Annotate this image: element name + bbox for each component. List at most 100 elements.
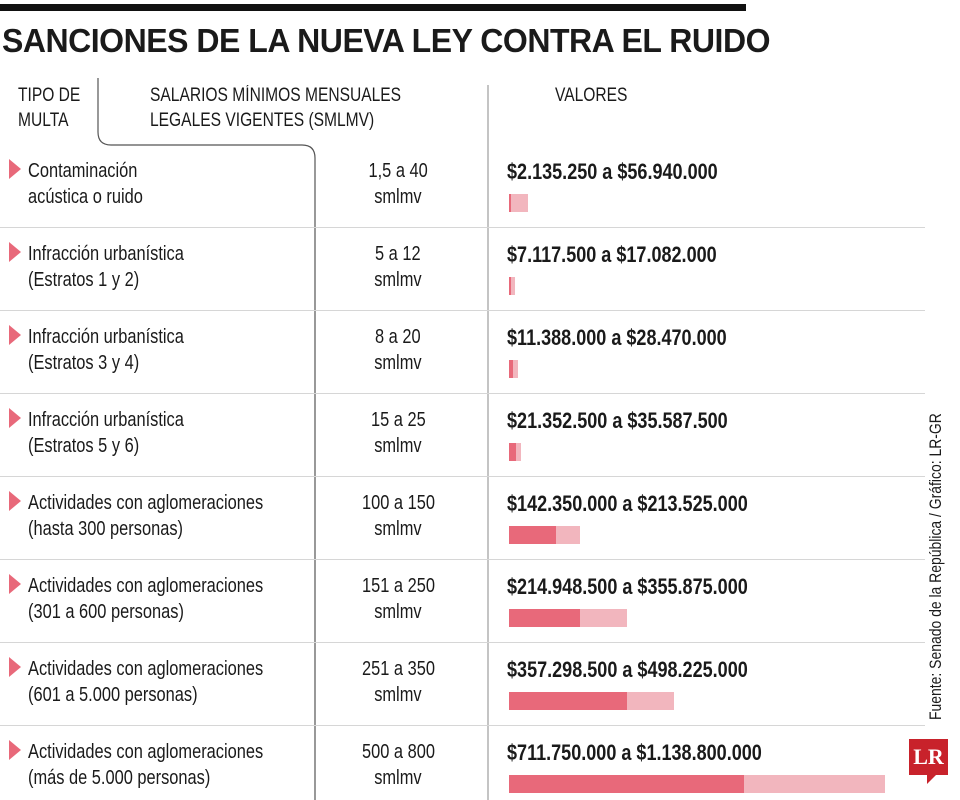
bar-max xyxy=(509,194,528,212)
row-smlmv-unit: smlmv xyxy=(374,352,422,374)
row-valores: $711.750.000 a $1.138.800.000 xyxy=(507,740,762,765)
row-tipo: Actividades con aglomeraciones (más de 5.… xyxy=(28,739,315,791)
table-row: Actividades con aglomeraciones (601 a 5.0… xyxy=(0,643,925,726)
row-tipo-line1: Actividades con aglomeraciones xyxy=(28,658,264,680)
row-tipo: Infracción urbanística (Estratos 1 y 2) xyxy=(28,241,218,293)
row-smlmv: 8 a 20 smlmv xyxy=(338,324,458,376)
table-row: Actividades con aglomeraciones (más de 5.… xyxy=(0,726,925,800)
row-smlmv-range: 251 a 350 xyxy=(361,658,435,680)
row-smlmv-range: 1,5 a 40 xyxy=(368,160,428,182)
row-valores: $21.352.500 a $35.587.500 xyxy=(507,408,728,433)
row-smlmv-range: 8 a 20 xyxy=(375,326,421,348)
row-tipo: Actividades con aglomeraciones (601 a 5.0… xyxy=(28,656,315,708)
bar-min xyxy=(509,360,513,378)
row-smlmv-unit: smlmv xyxy=(374,269,422,291)
row-smlmv-unit: smlmv xyxy=(374,518,422,540)
row-bullet-icon xyxy=(9,740,21,760)
top-rule xyxy=(0,4,746,11)
row-bullet-icon xyxy=(9,491,21,511)
row-tipo: Infracción urbanística (Estratos 5 y 6) xyxy=(28,407,218,459)
row-valores: $214.948.500 a $355.875.000 xyxy=(507,574,748,599)
row-valores: $11.388.000 a $28.470.000 xyxy=(507,325,727,350)
bar-min xyxy=(509,775,744,793)
row-smlmv: 500 a 800 smlmv xyxy=(338,739,458,791)
header-smlmv-line2: LEGALES VIGENTES (SMLMV) xyxy=(150,110,375,131)
row-smlmv-range: 5 a 12 xyxy=(375,243,421,265)
table-row: Infracción urbanística (Estratos 3 y 4) 8 … xyxy=(0,311,925,394)
row-smlmv: 100 a 150 smlmv xyxy=(338,490,458,542)
page-title: SANCIONES DE LA NUEVA LEY CONTRA EL RUID… xyxy=(2,22,770,59)
table-row: Infracción urbanística (Estratos 1 y 2) 5 … xyxy=(0,228,925,311)
row-smlmv-range: 151 a 250 xyxy=(361,575,435,597)
table-row: Actividades con aglomeraciones (hasta 300… xyxy=(0,477,925,560)
row-tipo-line1: Contaminación xyxy=(28,160,138,182)
row-tipo: Contaminación acústica o ruido xyxy=(28,158,168,210)
row-valores: $357.298.500 a $498.225.000 xyxy=(507,657,748,682)
row-smlmv-range: 15 a 25 xyxy=(370,409,426,431)
row-valores: $142.350.000 a $213.525.000 xyxy=(507,491,748,516)
row-valores: $2.135.250 a $56.940.000 xyxy=(507,159,718,184)
logo-text: LR xyxy=(913,744,944,769)
row-bullet-icon xyxy=(9,159,21,179)
table-row: Contaminación acústica o ruido 1,5 a 40 sml… xyxy=(0,145,925,228)
table-row: Actividades con aglomeraciones (301 a 600… xyxy=(0,560,925,643)
row-smlmv: 15 a 25 smlmv xyxy=(338,407,458,459)
row-smlmv-unit: smlmv xyxy=(374,435,422,457)
bar-min xyxy=(509,692,627,710)
row-separator xyxy=(0,393,925,394)
row-smlmv: 251 a 350 smlmv xyxy=(338,656,458,708)
row-bullet-icon xyxy=(9,574,21,594)
row-smlmv-unit: smlmv xyxy=(374,684,422,706)
row-tipo-line1: Actividades con aglomeraciones xyxy=(28,492,264,514)
row-separator xyxy=(0,725,925,726)
header-tipo-line1: TIPO DE xyxy=(18,85,81,106)
row-smlmv-range: 500 a 800 xyxy=(361,741,435,763)
row-tipo-line1: Actividades con aglomeraciones xyxy=(28,741,264,763)
header-valores: VALORES xyxy=(555,85,628,106)
bar-min xyxy=(509,443,517,461)
row-tipo-line1: Infracción urbanística xyxy=(28,326,184,348)
row-bullet-icon xyxy=(9,657,21,677)
row-smlmv-unit: smlmv xyxy=(374,601,422,623)
bar-min xyxy=(509,609,580,627)
row-tipo-line1: Actividades con aglomeraciones xyxy=(28,575,264,597)
row-tipo-line2: (más de 5.000 personas) xyxy=(28,767,211,789)
header-tipo-line2: MULTA xyxy=(18,110,69,131)
row-smlmv: 1,5 a 40 smlmv xyxy=(338,158,458,210)
row-separator xyxy=(0,227,925,228)
row-separator xyxy=(0,476,925,477)
bar-max xyxy=(509,277,515,295)
row-bullet-icon xyxy=(9,408,21,428)
bar-max xyxy=(509,360,519,378)
bar-min xyxy=(509,194,511,212)
row-tipo-line2: (301 a 600 personas) xyxy=(28,601,184,623)
row-tipo-line2: (601 a 5.000 personas) xyxy=(28,684,198,706)
header-smlmv-line1: SALARIOS MÍNIMOS MENSUALES xyxy=(150,85,402,106)
source-text: Fuente: Senado de la República / Gráfico… xyxy=(926,413,945,720)
row-tipo-line1: Infracción urbanística xyxy=(28,243,184,265)
row-tipo-line2: acústica o ruido xyxy=(28,186,143,208)
row-bullet-icon xyxy=(9,325,21,345)
source-note: Fuente: Senado de la República / Gráfico… xyxy=(926,346,946,720)
row-tipo-line2: (Estratos 1 y 2) xyxy=(28,269,140,291)
row-tipo-line1: Infracción urbanística xyxy=(28,409,184,431)
row-tipo-line2: (Estratos 3 y 4) xyxy=(28,352,140,374)
row-smlmv-unit: smlmv xyxy=(374,186,422,208)
divider-curve xyxy=(97,78,316,800)
row-smlmv-range: 100 a 150 xyxy=(361,492,435,514)
row-smlmv-unit: smlmv xyxy=(374,767,422,789)
bar-min xyxy=(509,526,556,544)
lr-logo: LR xyxy=(909,739,948,784)
header-tipo: TIPO DE MULTA xyxy=(18,83,80,133)
row-valores: $7.117.500 a $17.082.000 xyxy=(507,242,717,267)
row-separator xyxy=(0,642,925,643)
row-tipo-line2: (Estratos 5 y 6) xyxy=(28,435,140,457)
row-smlmv: 5 a 12 smlmv xyxy=(338,241,458,293)
header-smlmv: SALARIOS MÍNIMOS MENSUALES LEGALES VIGEN… xyxy=(150,83,401,133)
row-bullet-icon xyxy=(9,242,21,262)
row-tipo: Infracción urbanística (Estratos 3 y 4) xyxy=(28,324,218,376)
row-tipo: Actividades con aglomeraciones (hasta 300… xyxy=(28,490,315,542)
row-separator xyxy=(0,559,925,560)
